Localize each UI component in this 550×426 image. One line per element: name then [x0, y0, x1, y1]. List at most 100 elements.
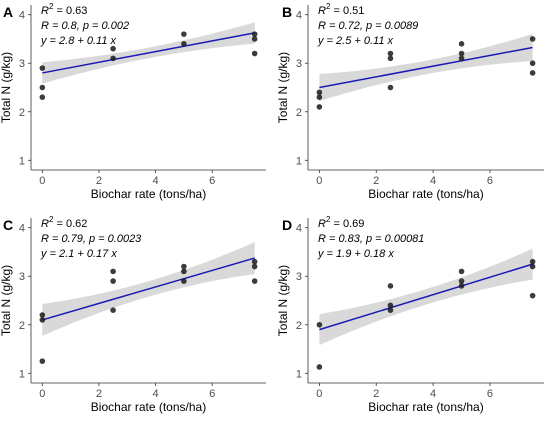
regression-line: [319, 46, 533, 89]
x-tick-label: 6: [487, 175, 493, 187]
r-squared-value: 0.69: [343, 218, 364, 230]
data-point: [529, 70, 536, 76]
y-axis-title: Total N (g/kg): [276, 52, 290, 123]
x-axis-title: Biochar rate (tons/ha): [91, 187, 206, 201]
data-point: [529, 263, 536, 270]
x-tick-label: 4: [153, 175, 159, 187]
data-point: [110, 55, 116, 62]
x-tick-label: 6: [487, 388, 493, 400]
data-point: [387, 55, 394, 62]
x-tick-label: 2: [96, 175, 102, 187]
equation-text: y = 2.1 + 0.17 x: [40, 248, 117, 260]
r-squared-text: R2 = 0.51: [318, 2, 364, 17]
data-point: [110, 307, 116, 314]
data-point: [529, 36, 536, 42]
data-point: [529, 60, 536, 67]
y-tick-label: 1: [19, 368, 25, 380]
data-point: [110, 278, 116, 284]
data-point: [251, 50, 258, 57]
x-tick-label: 6: [209, 175, 215, 187]
panel-label: D: [282, 217, 292, 233]
data-point: [387, 302, 394, 309]
data-point: [316, 89, 323, 96]
x-tick-label: 4: [153, 388, 159, 400]
data-point: [251, 36, 258, 42]
regression-line: [319, 263, 533, 331]
panel-label: A: [3, 4, 13, 20]
r-squared-value: 0.62: [66, 218, 87, 230]
data-point: [181, 268, 187, 275]
panel-label: C: [3, 217, 13, 233]
data-point: [316, 364, 323, 370]
data-point: [251, 31, 258, 37]
data-point: [458, 268, 465, 275]
panel-b: B 1 2 3 4 0 2 4 6 Biochar rate (tons/ha) Total N (…: [276, 2, 544, 201]
x-tick-label: 4: [430, 388, 436, 400]
y-tick-label: 4: [19, 10, 25, 22]
data-point: [181, 278, 187, 284]
r-p-text: R = 0.72, p = 0.0089: [318, 20, 418, 32]
x-tick-label: 0: [39, 175, 45, 187]
r-p-text: R = 0.79, p = 0.0023: [41, 233, 142, 245]
data-point: [251, 258, 258, 265]
data-point: [110, 268, 116, 275]
equation-text: y = 1.9 + 0.18 x: [317, 248, 394, 260]
data-point: [39, 94, 46, 101]
y-axis-title: Total N (g/kg): [276, 265, 290, 336]
y-tick-label: 4: [296, 10, 302, 22]
equation-text: y = 2.8 + 0.11 x: [40, 35, 117, 47]
y-tick-label: 2: [19, 107, 25, 119]
y-tick-label: 3: [296, 271, 302, 283]
y-tick-label: 1: [296, 155, 302, 167]
data-point: [39, 312, 46, 318]
x-tick-label: 0: [39, 388, 45, 400]
y-tick-label: 4: [19, 223, 25, 235]
data-point: [181, 41, 187, 47]
x-tick-label: 6: [209, 388, 215, 400]
y-tick-label: 1: [19, 155, 25, 167]
data-point: [251, 263, 258, 270]
x-axis-title: Biochar rate (tons/ha): [368, 400, 483, 414]
data-point: [458, 50, 465, 57]
r-squared-text: R2 = 0.69: [318, 215, 364, 230]
data-point: [316, 104, 323, 110]
data-point: [251, 278, 258, 284]
r-p-text: R = 0.83, p = 0.00081: [318, 233, 424, 245]
y-axis-title: Total N (g/kg): [0, 265, 13, 336]
y-tick-label: 2: [296, 107, 302, 119]
x-tick-label: 0: [316, 175, 322, 187]
data-point: [181, 31, 187, 37]
data-point: [110, 45, 116, 52]
data-point: [387, 307, 394, 314]
r-squared-text: R2 = 0.63: [41, 2, 87, 17]
y-tick-label: 2: [296, 320, 302, 332]
data-point: [387, 84, 394, 91]
data-point: [458, 283, 465, 289]
data-point: [316, 94, 323, 101]
x-tick-label: 2: [373, 388, 379, 400]
data-point: [39, 65, 46, 71]
data-point: [529, 258, 536, 265]
r-squared-value: 0.63: [66, 5, 87, 17]
data-point: [316, 321, 323, 328]
regression-line: [42, 257, 255, 321]
r-squared-value: 0.51: [343, 5, 364, 17]
data-point: [181, 263, 187, 270]
data-point: [39, 358, 46, 364]
panel-label: B: [282, 4, 292, 20]
x-tick-label: 2: [373, 175, 379, 187]
data-point: [39, 84, 46, 91]
data-point: [458, 55, 465, 62]
x-axis-title: Biochar rate (tons/ha): [91, 400, 206, 414]
y-tick-label: 3: [296, 58, 302, 70]
x-tick-label: 4: [430, 175, 436, 187]
y-axis-title: Total N (g/kg): [0, 52, 13, 123]
r-p-text: R = 0.8, p = 0.002: [41, 20, 129, 32]
data-point: [458, 41, 465, 47]
r-squared-text: R2 = 0.62: [41, 215, 87, 230]
y-tick-label: 4: [296, 223, 302, 235]
data-point: [39, 317, 46, 323]
